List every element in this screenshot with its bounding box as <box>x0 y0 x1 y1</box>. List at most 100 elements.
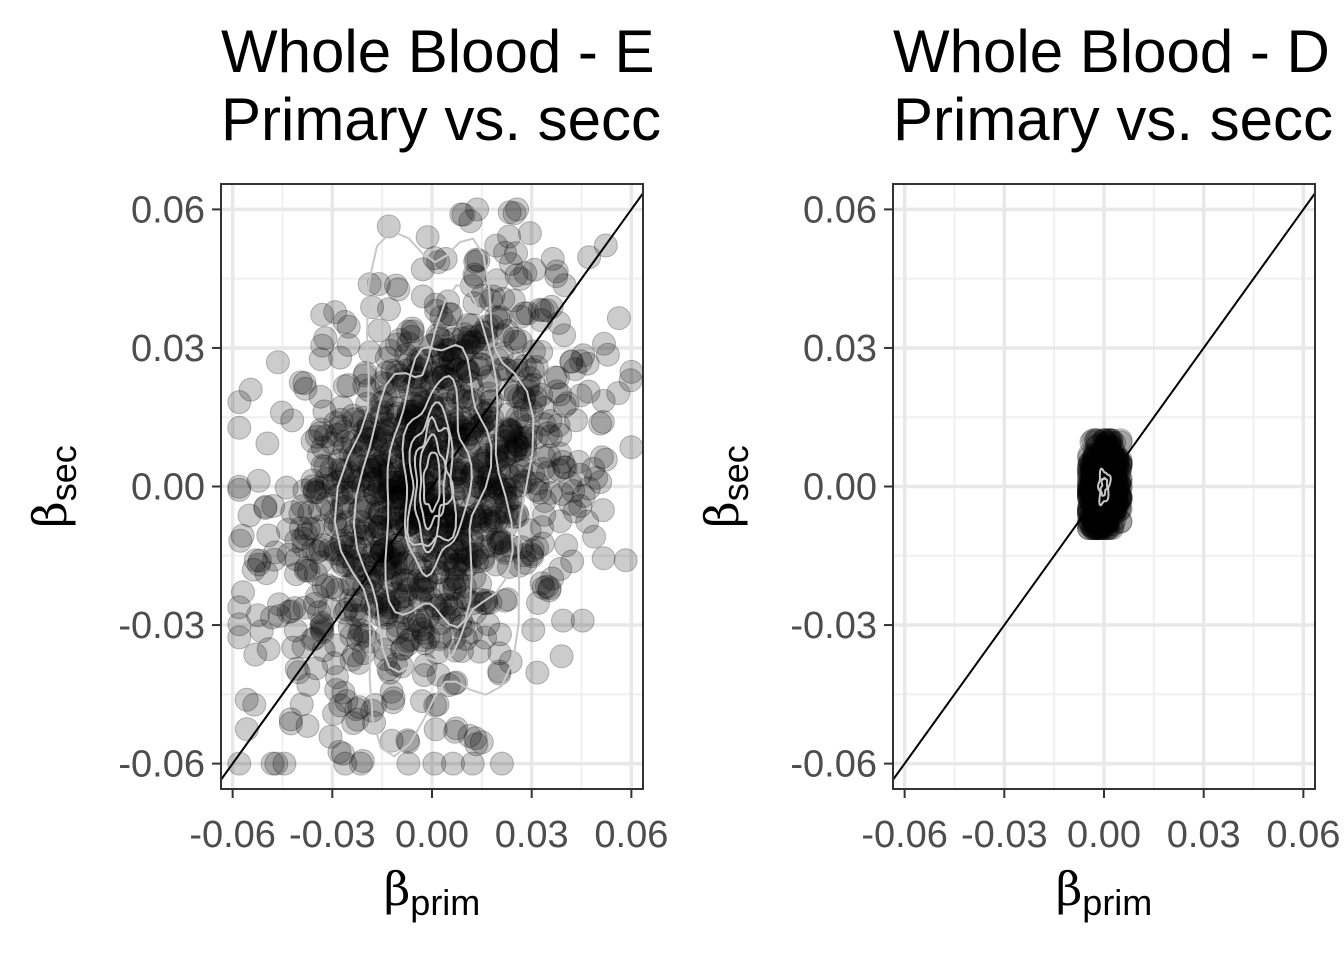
data-point <box>463 726 488 751</box>
data-point <box>1081 447 1106 472</box>
data-point <box>474 465 499 490</box>
data-point <box>341 531 366 556</box>
data-point <box>254 561 279 586</box>
data-point <box>503 437 528 462</box>
data-point <box>241 557 266 582</box>
data-point <box>444 566 469 591</box>
data-point <box>312 399 337 424</box>
data-point <box>546 413 571 438</box>
data-point <box>230 523 255 548</box>
data-point <box>227 415 252 440</box>
data-point <box>1093 450 1118 475</box>
data-point <box>540 566 565 591</box>
data-point <box>540 246 565 271</box>
data-point <box>283 618 308 643</box>
data-point <box>278 707 303 732</box>
data-point <box>479 492 504 517</box>
data-point <box>368 454 393 479</box>
data-point <box>274 475 299 500</box>
data-point <box>431 364 456 389</box>
data-point <box>381 686 406 711</box>
data-point <box>1084 445 1109 470</box>
data-point <box>524 355 549 379</box>
data-point <box>431 351 456 376</box>
data-point <box>591 546 616 571</box>
data-point <box>470 320 495 345</box>
data-point <box>334 689 359 713</box>
data-point <box>406 395 431 420</box>
data-point <box>427 627 452 652</box>
data-point <box>327 739 352 764</box>
data-point <box>465 197 490 222</box>
data-point <box>227 474 252 499</box>
data-point <box>509 459 534 484</box>
data-point <box>502 423 527 448</box>
data-point <box>460 313 485 338</box>
data-point <box>343 603 368 628</box>
data-point <box>460 330 485 355</box>
data-point <box>435 366 460 391</box>
data-point <box>245 603 270 628</box>
data-point <box>385 486 410 511</box>
data-point <box>1089 507 1114 532</box>
data-point <box>495 319 520 343</box>
data-point <box>372 637 397 662</box>
data-point <box>1081 461 1106 486</box>
data-point <box>433 552 458 577</box>
data-point <box>302 480 327 505</box>
data-point <box>247 548 272 573</box>
data-point <box>553 455 578 480</box>
data-point <box>415 225 440 250</box>
data-point <box>255 431 280 456</box>
data-point <box>319 500 344 525</box>
data-point <box>513 261 538 286</box>
data-point <box>481 284 506 309</box>
data-point <box>371 506 396 531</box>
data-point <box>424 596 449 620</box>
data-point <box>488 305 513 330</box>
data-point <box>1100 516 1125 541</box>
data-point <box>571 483 596 508</box>
data-point <box>544 379 569 404</box>
data-point <box>537 576 562 601</box>
data-point <box>530 531 555 556</box>
data-point <box>227 625 252 650</box>
data-point <box>227 751 252 776</box>
data-point <box>531 575 556 600</box>
data-point <box>519 423 543 448</box>
data-point <box>332 309 357 334</box>
data-point <box>415 606 440 631</box>
data-point <box>453 338 478 363</box>
data-point <box>1083 445 1107 470</box>
data-point <box>344 697 369 722</box>
data-point <box>384 273 408 298</box>
data-point <box>374 605 398 630</box>
data-point <box>571 343 596 368</box>
data-point <box>282 596 307 621</box>
data-point <box>331 553 356 578</box>
data-point <box>294 522 319 547</box>
data-point <box>311 533 336 557</box>
data-point <box>269 400 294 425</box>
data-point <box>464 732 489 757</box>
data-point <box>300 474 325 499</box>
data-point <box>457 325 482 350</box>
data-point <box>267 604 292 628</box>
data-point <box>311 574 336 599</box>
data-point <box>407 588 432 613</box>
data-point <box>374 555 399 580</box>
data-point <box>415 605 439 629</box>
data-point <box>390 584 415 609</box>
data-point <box>1108 487 1133 512</box>
data-point <box>392 476 416 501</box>
data-point <box>227 390 252 415</box>
data-point <box>472 535 497 559</box>
data-point <box>504 241 529 266</box>
y-axis-subscript: sec <box>715 445 756 501</box>
data-point <box>243 548 268 573</box>
data-point <box>576 476 601 501</box>
data-point <box>329 531 354 556</box>
data-point <box>418 414 443 439</box>
data-point <box>1080 452 1105 477</box>
data-point <box>292 478 317 503</box>
